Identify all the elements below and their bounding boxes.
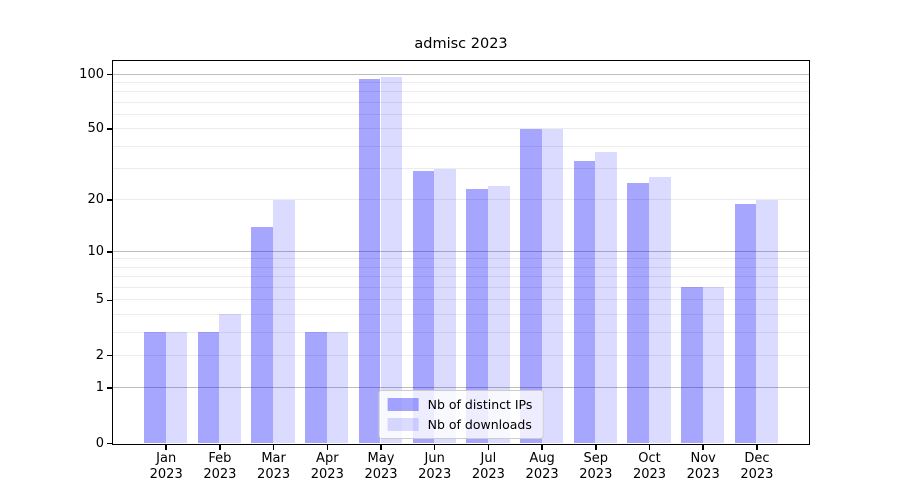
y-tick-label-0: 0 <box>95 435 104 451</box>
bar-downloads-aug <box>541 128 564 443</box>
bar-distinct-ips-dec <box>734 203 757 443</box>
y-tick-mark-50 <box>106 128 112 130</box>
y-tick-label-50: 50 <box>87 121 104 137</box>
bar-distinct-ips-jan <box>144 332 166 443</box>
x-tick-mark-nov <box>702 445 704 450</box>
x-tick-label-jan: Jan 2023 <box>149 451 183 482</box>
bar-distinct-ips-apr <box>305 332 327 443</box>
gridline-8 <box>113 266 809 268</box>
gridline-6 <box>113 286 809 288</box>
chart-title: admisc 2023 <box>414 36 508 52</box>
x-tick-label-may: May 2023 <box>364 451 398 482</box>
bar-distinct-ips-jul <box>466 188 488 443</box>
gridline-20 <box>113 199 809 201</box>
gridline-5 <box>113 299 809 301</box>
bar-downloads-jan <box>165 332 188 443</box>
x-tick-mark-may <box>380 445 382 450</box>
y-tick-mark-1 <box>106 387 112 389</box>
y-tick-mark-0 <box>106 442 112 445</box>
gridline-10 <box>113 250 809 252</box>
y-tick-mark-100 <box>106 73 112 76</box>
x-tick-mark-jan <box>165 445 167 450</box>
y-tick-mark-5 <box>106 299 112 302</box>
legend-swatch-distinct-ips <box>387 398 419 411</box>
y-tick-mark-10 <box>106 251 112 253</box>
legend-item-distinct-ips: Nb of distinct IPs <box>387 397 533 412</box>
bar-downloads-apr <box>326 332 349 443</box>
x-tick-label-dec: Dec 2023 <box>740 451 774 482</box>
gridline-9 <box>113 258 809 260</box>
gridline-60 <box>113 113 809 115</box>
y-tick-label-10: 10 <box>87 243 104 259</box>
y-tick-mark-20 <box>106 199 112 201</box>
x-tick-label-mar: Mar 2023 <box>257 451 291 482</box>
bar-distinct-ips-sep <box>573 161 596 443</box>
gridline-7 <box>113 276 809 278</box>
legend-label-downloads: Nb of downloads <box>427 417 532 432</box>
gridline-30 <box>113 168 809 170</box>
legend-swatch-downloads <box>387 418 419 431</box>
bar-distinct-ips-aug <box>519 128 542 443</box>
x-tick-label-feb: Feb 2023 <box>203 451 237 482</box>
x-tick-label-oct: Oct 2023 <box>632 451 667 482</box>
bar-downloads-jun <box>434 168 456 443</box>
legend: Nb of distinct IPs Nb of downloads <box>378 390 544 439</box>
plot-inner <box>113 61 809 444</box>
y-tick-label-100: 100 <box>79 66 104 82</box>
bar-downloads-nov <box>702 287 725 443</box>
x-tick-mark-jun <box>433 445 436 450</box>
bar-distinct-ips-feb <box>197 332 220 443</box>
x-tick-mark-aug <box>541 445 543 450</box>
bar-downloads-oct <box>649 176 671 443</box>
x-tick-mark-sep <box>595 445 597 450</box>
x-tick-label-nov: Nov 2023 <box>686 451 720 482</box>
bar-distinct-ips-may <box>358 79 381 443</box>
x-tick-mark-dec <box>756 445 758 450</box>
gridline-40 <box>113 145 809 147</box>
legend-item-downloads: Nb of downloads <box>387 417 533 432</box>
legend-label-distinct-ips: Nb of distinct IPs <box>427 397 533 412</box>
x-tick-label-sep: Sep 2023 <box>579 451 613 482</box>
bar-downloads-jul <box>487 185 510 443</box>
x-tick-label-jul: Jul 2023 <box>471 451 505 482</box>
x-tick-mark-apr <box>326 445 329 450</box>
y-tick-mark-2 <box>106 354 112 357</box>
x-tick-mark-mar <box>272 445 275 450</box>
x-tick-label-aug: Aug 2023 <box>525 451 559 482</box>
x-tick-mark-oct <box>648 445 651 450</box>
x-tick-mark-feb <box>219 445 221 450</box>
bar-downloads-dec <box>756 199 779 443</box>
gridline-50 <box>113 128 809 130</box>
gridline-2 <box>113 354 809 356</box>
y-tick-label-20: 20 <box>87 192 104 208</box>
gridline-70 <box>113 101 809 103</box>
gridline-3 <box>113 331 809 333</box>
gridline-4 <box>113 313 809 315</box>
plot-area <box>112 60 810 445</box>
bar-downloads-feb <box>219 314 242 443</box>
bar-distinct-ips-nov <box>681 287 703 443</box>
bar-downloads-may <box>380 77 403 443</box>
x-tick-mark-jul <box>487 445 490 450</box>
gridline-1 <box>113 387 809 389</box>
bar-downloads-mar <box>273 199 295 443</box>
x-tick-label-jun: Jun 2023 <box>418 451 452 482</box>
y-tick-label-5: 5 <box>95 292 104 308</box>
x-tick-label-apr: Apr 2023 <box>310 451 344 482</box>
gridline-100 <box>113 73 809 75</box>
y-tick-label-1: 1 <box>95 380 104 396</box>
gridline-90 <box>113 81 809 83</box>
y-tick-label-2: 2 <box>95 347 104 363</box>
gridline-80 <box>113 91 809 93</box>
bar-distinct-ips-mar <box>251 226 274 443</box>
bar-downloads-sep <box>595 152 617 443</box>
bar-distinct-ips-oct <box>627 182 649 443</box>
bar-distinct-ips-jun <box>412 171 435 443</box>
